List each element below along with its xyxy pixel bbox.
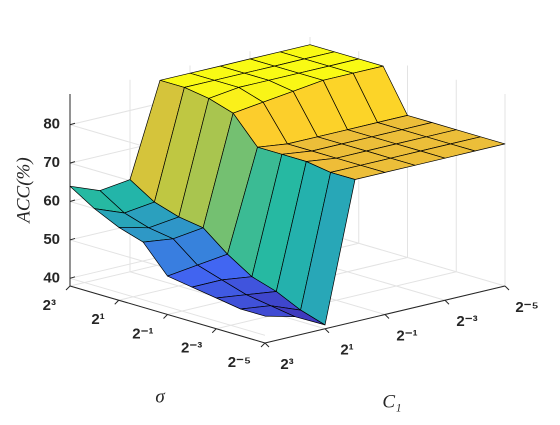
z-tick xyxy=(69,237,76,241)
y-tick xyxy=(211,328,217,334)
x-tick xyxy=(504,285,510,291)
z-axis-label: ACC(%) xyxy=(13,157,34,224)
y-tick-label: 2⁻¹ xyxy=(132,325,153,342)
x-tick-label: 2⁻¹ xyxy=(396,327,417,344)
x-tick-label: 2⁻³ xyxy=(456,313,477,330)
x-tick-label: 2³ xyxy=(280,356,293,373)
grid-line xyxy=(69,277,266,336)
z-tick xyxy=(69,276,76,279)
z-tick-label: 60 xyxy=(43,192,60,209)
surface-patch xyxy=(240,305,296,318)
z-tick-label: 40 xyxy=(43,269,60,286)
x-axis-label: C₁ xyxy=(382,391,401,412)
y-tick xyxy=(163,314,168,319)
z-tick xyxy=(69,199,76,202)
z-tick-label: 80 xyxy=(43,116,60,133)
z-tick-label: 70 xyxy=(43,154,60,171)
z-tick-label: 50 xyxy=(43,231,60,248)
y-tick-label: 2³ xyxy=(43,297,56,314)
y-tick xyxy=(114,299,120,305)
x-tick xyxy=(384,314,390,319)
z-tick xyxy=(69,122,76,126)
y-tick-label: 2¹ xyxy=(91,311,104,328)
x-tick-label: 2¹ xyxy=(340,342,353,359)
x-tick-label: 2⁻⁵ xyxy=(515,299,538,316)
y-tick xyxy=(65,285,71,291)
x-tick xyxy=(324,328,330,334)
y-axis-label: σ xyxy=(155,386,165,407)
y-tick-label: 2⁻⁵ xyxy=(228,354,251,371)
z-tick xyxy=(69,161,76,164)
x-tick xyxy=(444,299,450,305)
y-tick-label: 2⁻³ xyxy=(181,340,202,357)
x-tick xyxy=(264,342,270,348)
y-tick xyxy=(260,342,266,348)
